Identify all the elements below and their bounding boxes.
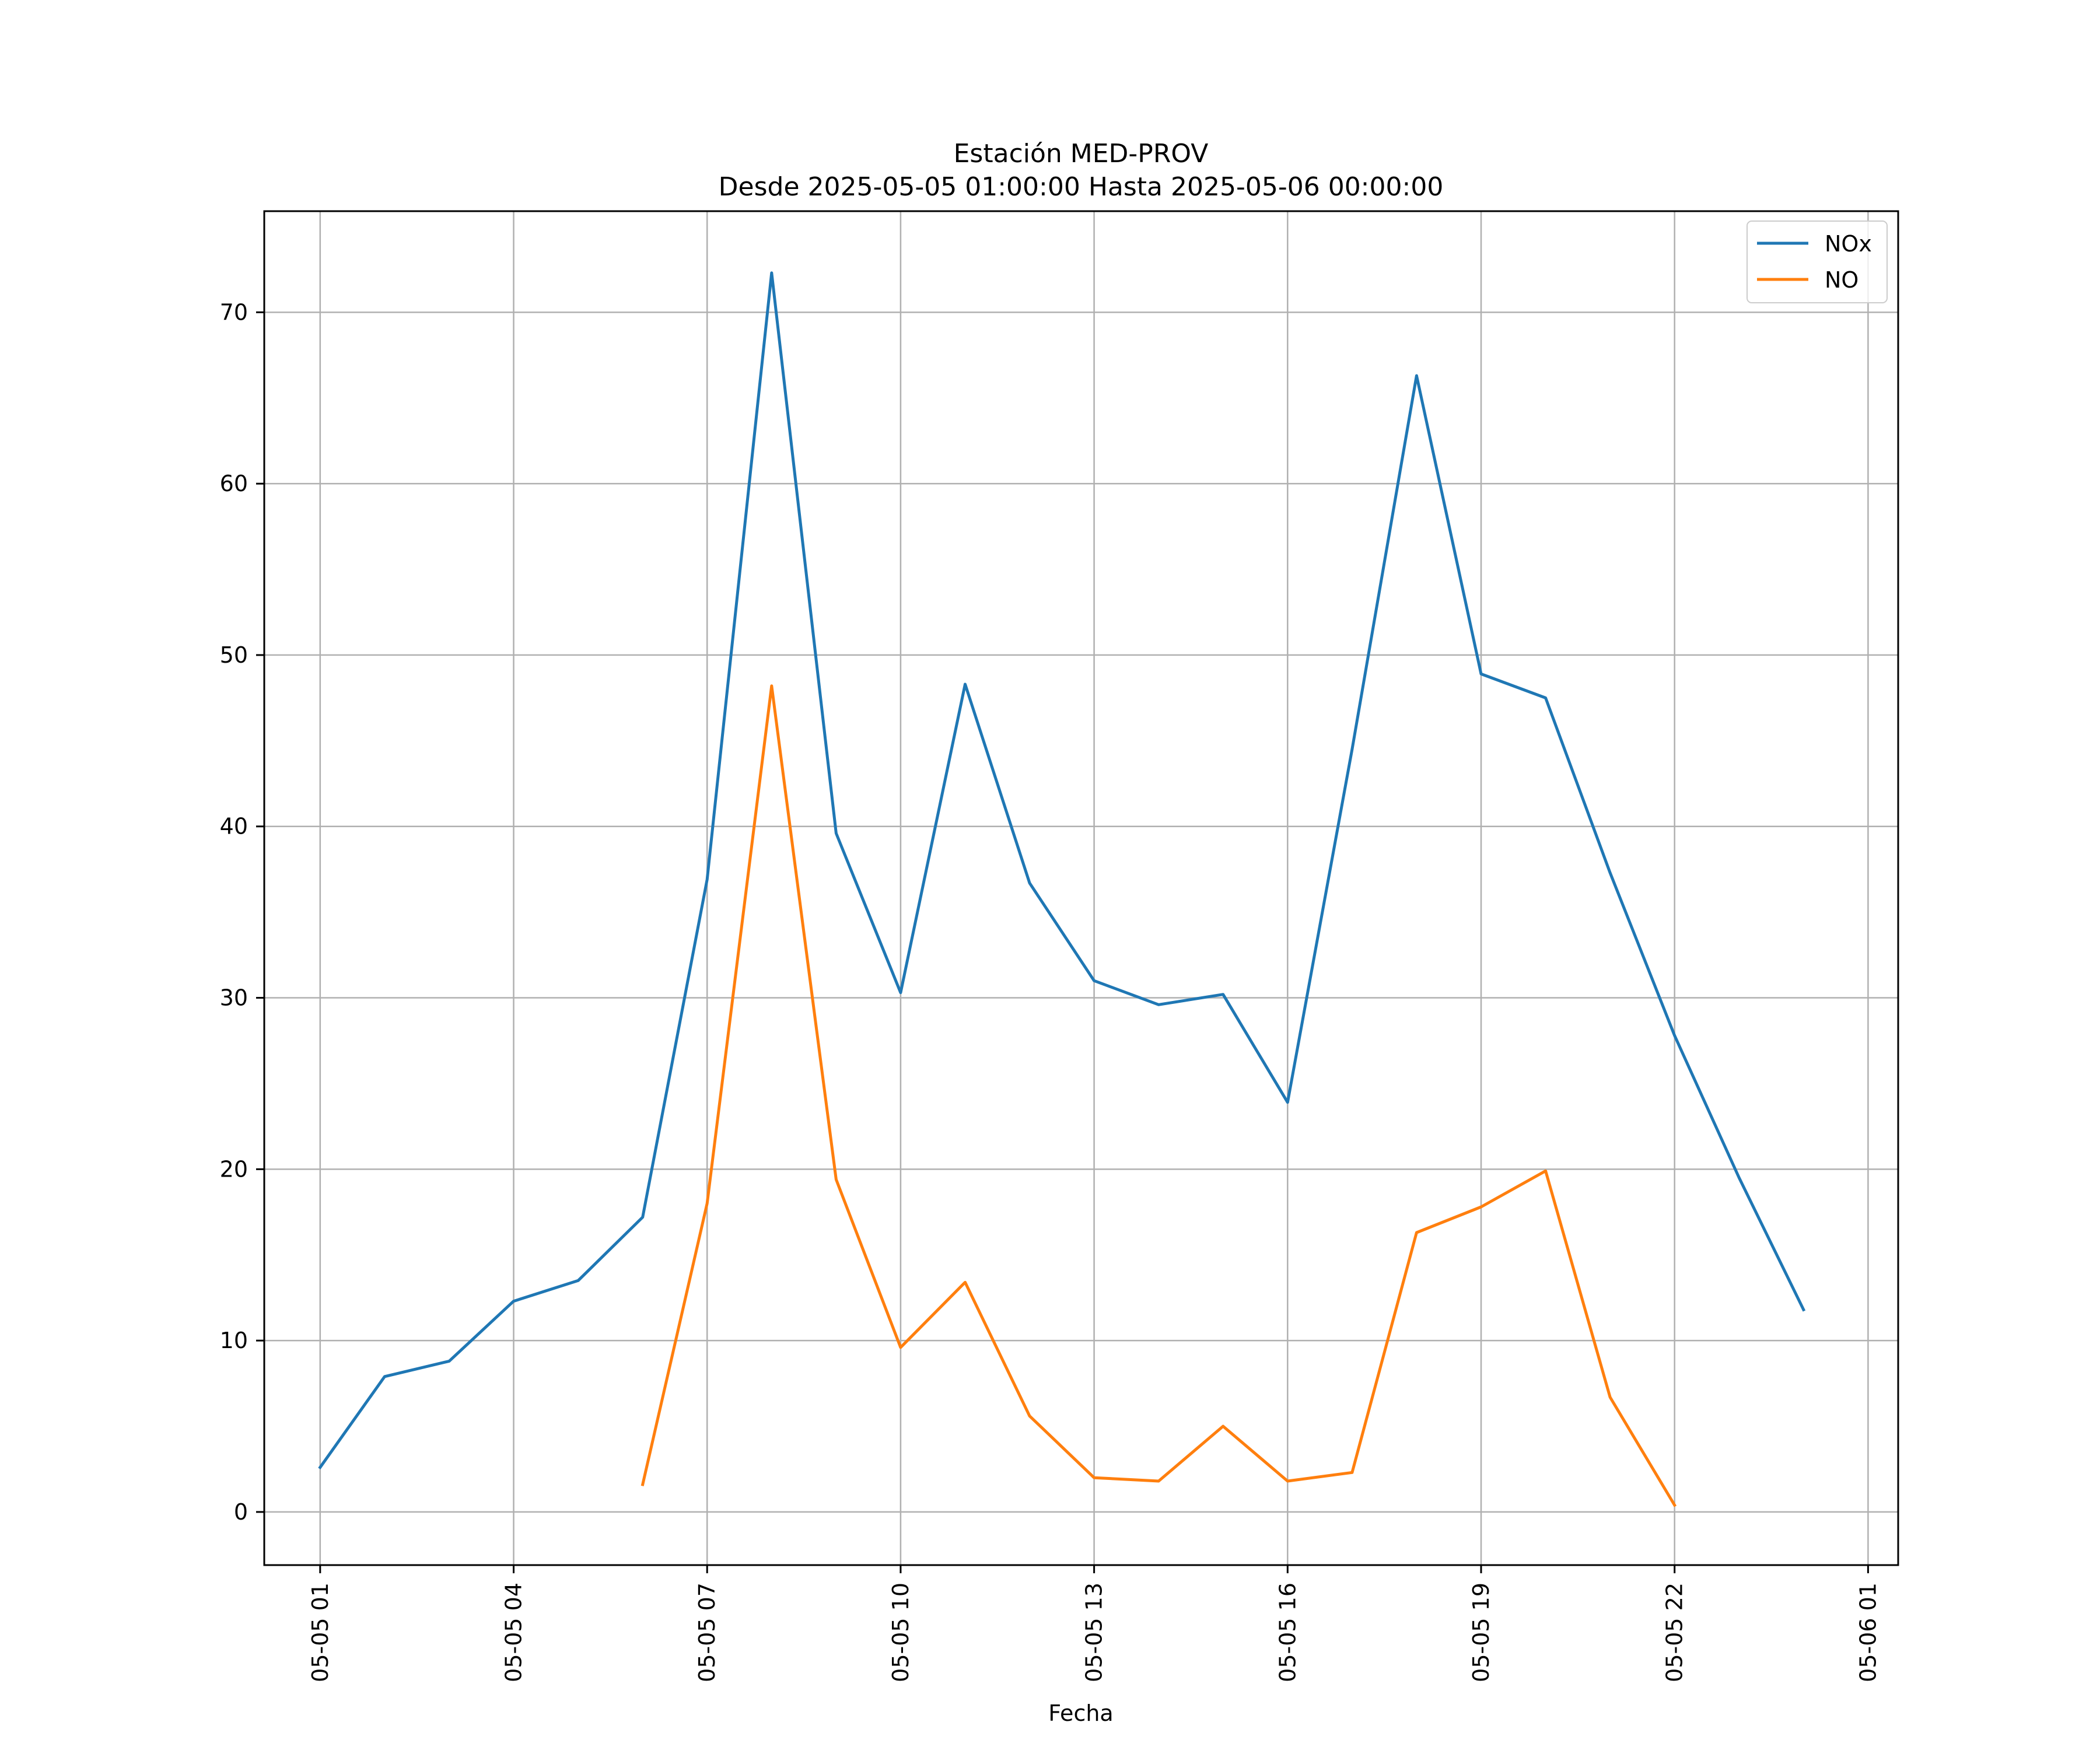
y-tick-label: 30	[220, 985, 248, 1011]
x-tick-label: 05-06 01	[1855, 1583, 1881, 1682]
y-tick-label: 20	[220, 1156, 248, 1182]
y-tick-label: 50	[220, 642, 248, 668]
y-axis-ticks: 0 10 20 30 40 50 60 70	[220, 299, 264, 1525]
data-point-no	[1610, 1397, 1611, 1398]
data-point-no	[1287, 1481, 1288, 1482]
legend-label-nox: NOx	[1825, 231, 1872, 257]
data-point-no	[900, 1347, 901, 1348]
x-tick-label: 05-05 13	[1082, 1583, 1107, 1682]
x-axis-ticks: 05-05 01 05-05 04 05-05 07 05-05 10 05-05 13…	[307, 1565, 1881, 1682]
data-point-no	[771, 685, 772, 686]
x-tick-label: 05-05 16	[1275, 1583, 1300, 1682]
y-tick-label: 70	[220, 299, 248, 325]
y-tick-label: 40	[220, 814, 248, 839]
data-point-no	[707, 1203, 708, 1204]
data-point-no	[642, 1484, 643, 1485]
legend: NOx NO	[1746, 220, 1888, 303]
x-tick-label: 05-05 10	[888, 1583, 914, 1682]
data-point-no	[1158, 1481, 1159, 1482]
chart-subtitle: Desde 2025-05-05 01:00:00 Hasta 2025-05-…	[719, 172, 1444, 202]
plot-frame	[263, 210, 1899, 1566]
data-point-nox	[707, 879, 708, 880]
data-point-nox	[900, 992, 901, 993]
legend-box	[1746, 220, 1888, 303]
chart-title: Estación MED-PROV	[954, 139, 1209, 169]
x-tick-label: 05-05 01	[307, 1583, 333, 1682]
x-tick-label: 05-05 19	[1468, 1583, 1494, 1682]
grid-lines	[264, 211, 1898, 1565]
x-tick-label: 05-05 07	[694, 1583, 720, 1682]
data-point-no	[1481, 1206, 1482, 1207]
data-point-nox	[384, 1376, 385, 1377]
series-lines	[318, 271, 1806, 1507]
data-point-nox	[1674, 1035, 1675, 1036]
legend-label-no: NO	[1825, 267, 1859, 293]
data-point-nox	[578, 1280, 579, 1281]
series-line-no	[640, 684, 1677, 1507]
y-tick-label: 10	[220, 1328, 248, 1353]
x-tick-label: 05-05 04	[501, 1583, 527, 1682]
x-axis-label: Fecha	[1048, 1700, 1113, 1726]
y-tick-label: 60	[220, 471, 248, 496]
x-tick-label: 05-05 22	[1662, 1583, 1688, 1682]
series-line-nox	[318, 271, 1806, 1469]
data-point-nox	[771, 272, 772, 273]
data-point-no	[1674, 1505, 1675, 1506]
y-tick-label: 0	[234, 1499, 248, 1525]
